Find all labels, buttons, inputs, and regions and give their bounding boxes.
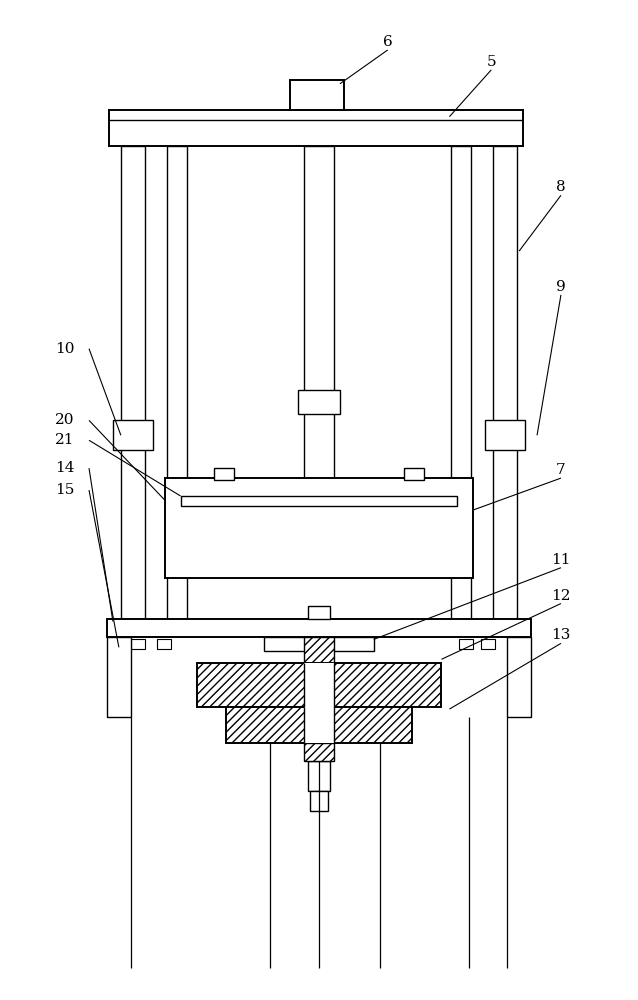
Text: 20: 20 <box>56 413 75 427</box>
Bar <box>290 80 344 110</box>
Bar <box>404 468 424 480</box>
Text: 8: 8 <box>556 180 566 194</box>
Text: 5: 5 <box>486 55 496 69</box>
Bar <box>298 390 340 414</box>
Bar <box>197 663 441 707</box>
Bar <box>304 663 334 707</box>
Bar <box>121 146 145 619</box>
Bar <box>157 639 170 649</box>
Text: 10: 10 <box>56 342 75 356</box>
Bar <box>304 707 334 743</box>
Bar <box>310 791 328 811</box>
Bar <box>493 146 517 619</box>
Text: 15: 15 <box>56 483 75 497</box>
Bar <box>308 606 330 619</box>
Bar <box>304 743 334 761</box>
Bar <box>131 639 145 649</box>
Text: 11: 11 <box>551 553 571 567</box>
Text: 12: 12 <box>551 589 571 603</box>
Bar <box>109 110 523 146</box>
Text: 14: 14 <box>56 461 75 475</box>
Bar <box>167 146 186 619</box>
Bar <box>507 637 531 717</box>
Bar <box>304 146 334 540</box>
Bar <box>304 637 334 733</box>
Text: 6: 6 <box>383 35 392 49</box>
Text: 21: 21 <box>56 433 75 447</box>
Bar <box>107 619 531 637</box>
Bar <box>165 478 473 578</box>
Text: 7: 7 <box>556 463 566 477</box>
Bar <box>264 637 374 651</box>
Bar <box>107 637 131 717</box>
Bar <box>214 468 234 480</box>
Bar <box>113 420 152 450</box>
Bar <box>452 146 471 619</box>
Bar <box>459 639 473 649</box>
Bar <box>181 496 457 506</box>
Text: 13: 13 <box>551 628 570 642</box>
Bar <box>226 707 412 743</box>
Bar <box>308 761 330 791</box>
Bar <box>486 420 525 450</box>
Text: 9: 9 <box>556 280 566 294</box>
Bar <box>481 639 495 649</box>
